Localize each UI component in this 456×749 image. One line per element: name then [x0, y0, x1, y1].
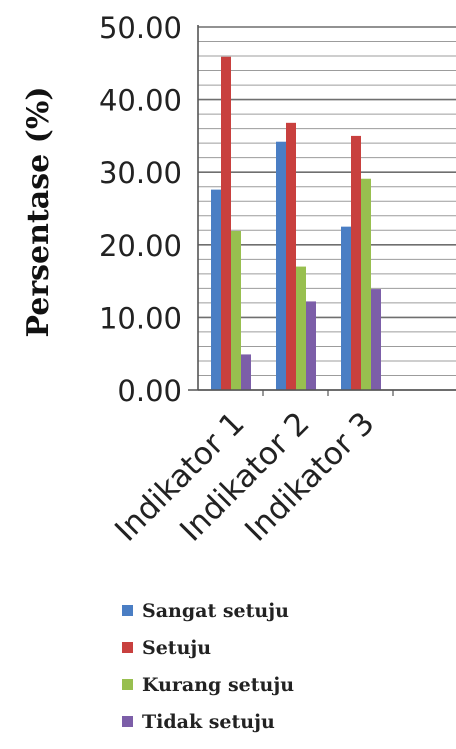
legend-item: Sangat setuju [122, 594, 294, 627]
y-tick-label: 20.00 [99, 229, 182, 263]
bar-sangat-setuju [341, 226, 351, 390]
bar-setuju [221, 56, 231, 391]
legend-item: Tidak setuju [122, 705, 294, 738]
bar-kurang-setuju [296, 266, 306, 390]
legend-swatch [122, 679, 133, 690]
y-tick-label: 0.00 [117, 374, 182, 408]
legend-label: Kurang setuju [142, 673, 295, 696]
bar-tidak-setuju [371, 289, 381, 390]
bar-setuju [286, 122, 296, 390]
legend-item: Kurang setuju [122, 668, 294, 701]
bar-tidak-setuju [241, 354, 251, 390]
bar-sangat-setuju [211, 189, 221, 390]
y-tick-label: 30.00 [99, 156, 182, 190]
legend-swatch [122, 605, 133, 616]
legend-swatch [122, 716, 133, 727]
bar-chart: 0.00 10.00 20.00 30.00 40.00 50.00 Indikator … [21, 11, 456, 549]
legend-label: Sangat setuju [142, 599, 289, 622]
bar-setuju [351, 135, 361, 390]
legend-item: Setuju [122, 631, 294, 664]
bars [211, 56, 381, 391]
y-tick-label: 10.00 [99, 301, 182, 335]
y-tick-label: 40.00 [99, 84, 182, 118]
legend: Sangat setuju Setuju Kurang setuju Tidak se… [122, 594, 294, 742]
axes [188, 25, 456, 396]
legend-label: Setuju [142, 636, 212, 659]
legend-label: Tidak setuju [142, 710, 275, 733]
y-axis-label: Persentase (%) [21, 86, 56, 337]
bar-sangat-setuju [276, 141, 286, 390]
y-tick-label: 50.00 [99, 11, 182, 45]
bar-tidak-setuju [306, 301, 316, 390]
y-axis-ticks: 0.00 10.00 20.00 30.00 40.00 50.00 [99, 11, 182, 408]
bar-kurang-setuju [361, 178, 371, 390]
bar-kurang-setuju [231, 231, 241, 390]
legend-swatch [122, 642, 133, 653]
